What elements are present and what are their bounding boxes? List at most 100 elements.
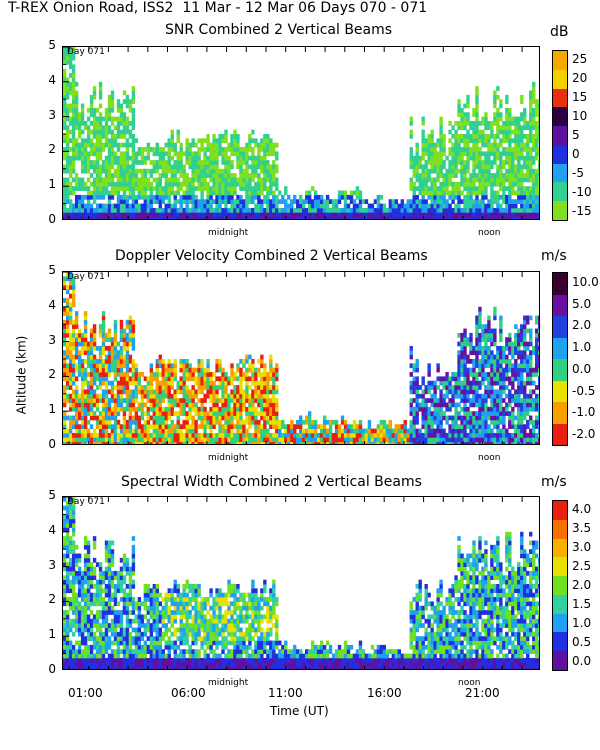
heatmap-cell bbox=[520, 398, 524, 403]
heatmap-cell bbox=[430, 398, 434, 403]
heatmap-cell bbox=[116, 116, 121, 122]
heatmap-cell bbox=[68, 168, 73, 174]
heatmap-cell bbox=[191, 151, 195, 157]
heatmap-cell bbox=[412, 380, 416, 386]
heatmap-cell bbox=[143, 155, 148, 161]
heatmap-cell bbox=[101, 372, 106, 377]
heatmap-cell bbox=[517, 160, 521, 165]
heatmap-cell bbox=[484, 151, 488, 157]
heatmap-cell bbox=[107, 380, 112, 386]
heatmap-cell bbox=[484, 120, 488, 126]
heatmap-cell bbox=[80, 337, 85, 342]
heatmap-cell bbox=[242, 173, 246, 178]
heatmap-cell bbox=[110, 398, 115, 403]
heatmap-cell bbox=[200, 203, 204, 209]
heatmap-cell bbox=[203, 155, 207, 161]
heatmap-cell bbox=[502, 120, 506, 126]
heatmap-cell bbox=[278, 207, 282, 213]
heatmap-cell bbox=[65, 363, 70, 369]
heatmap-cell bbox=[218, 432, 222, 438]
heatmap-cell bbox=[68, 337, 73, 342]
heatmap-cell bbox=[313, 194, 318, 200]
heatmap-cell bbox=[263, 380, 267, 386]
heatmap-cell bbox=[161, 372, 165, 377]
heatmap-cell bbox=[460, 216, 464, 219]
heatmap-cell bbox=[137, 194, 142, 200]
heatmap-cell bbox=[293, 432, 297, 438]
heatmap-cell bbox=[254, 160, 258, 165]
heatmap-cell bbox=[529, 107, 533, 113]
heatmap-cell bbox=[137, 181, 142, 187]
heatmap-cell bbox=[373, 441, 378, 444]
heatmap-cell bbox=[71, 147, 76, 152]
heatmap-cell bbox=[131, 142, 136, 148]
heatmap-cell bbox=[406, 212, 410, 218]
heatmap-cell bbox=[334, 432, 339, 438]
heatmap-cell bbox=[224, 411, 228, 416]
heatmap-cell bbox=[185, 363, 189, 369]
heatmap-cell bbox=[454, 402, 458, 408]
heatmap-cell bbox=[412, 376, 416, 382]
heatmap-cell bbox=[86, 116, 91, 122]
heatmap-cell bbox=[248, 363, 252, 369]
heatmap-cell bbox=[493, 134, 497, 139]
heatmap-cell bbox=[71, 73, 76, 78]
heatmap-cell bbox=[409, 116, 413, 122]
heatmap-cell bbox=[272, 441, 276, 444]
heatmap-cell bbox=[101, 428, 106, 434]
heatmap-cell bbox=[89, 94, 94, 100]
heatmap-cell bbox=[418, 207, 422, 213]
heatmap-cell bbox=[125, 385, 130, 390]
heatmap-cell bbox=[83, 345, 88, 351]
heatmap-cell bbox=[463, 142, 467, 148]
heatmap-cell bbox=[361, 432, 366, 438]
heatmap-cell bbox=[119, 151, 124, 157]
heatmap-cell bbox=[209, 432, 213, 438]
heatmap-cell bbox=[179, 402, 183, 408]
heatmap-cell bbox=[65, 306, 70, 312]
heatmap-cell bbox=[478, 441, 482, 444]
heatmap-cell bbox=[460, 120, 464, 126]
heatmap-cell bbox=[86, 190, 91, 196]
heatmap-cell bbox=[200, 372, 204, 377]
heatmap-cell bbox=[484, 203, 488, 209]
heatmap-cell bbox=[107, 112, 112, 117]
heatmap-cell bbox=[128, 415, 133, 421]
heatmap-cell bbox=[200, 406, 204, 412]
heatmap-cell bbox=[188, 207, 192, 213]
heatmap-cell bbox=[68, 129, 73, 135]
heatmap-cell bbox=[107, 94, 112, 100]
heatmap-cell bbox=[71, 86, 76, 91]
heatmap-cell bbox=[304, 199, 309, 204]
heatmap-cell bbox=[260, 441, 264, 444]
heatmap-cell bbox=[176, 160, 180, 165]
heatmap-cell bbox=[83, 155, 88, 161]
heatmap-cell bbox=[65, 341, 70, 347]
heatmap-cell bbox=[233, 177, 237, 183]
heatmap-cell bbox=[448, 441, 452, 444]
heatmap-cell bbox=[415, 380, 419, 386]
heatmap-cell bbox=[427, 419, 431, 425]
heatmap-cell bbox=[122, 199, 127, 204]
heatmap-cell bbox=[236, 363, 240, 369]
heatmap-cell bbox=[325, 428, 330, 434]
heatmap-cell bbox=[248, 419, 252, 425]
heatmap-cell bbox=[415, 168, 419, 174]
heatmap-cell bbox=[418, 406, 422, 412]
heatmap-cell bbox=[63, 372, 67, 377]
heatmap-cell bbox=[173, 402, 177, 408]
heatmap-cell bbox=[370, 207, 375, 213]
heatmap-cell bbox=[191, 160, 195, 165]
heatmap-cell bbox=[68, 47, 73, 52]
heatmap-cell bbox=[496, 428, 500, 434]
heatmap-cell bbox=[89, 212, 94, 218]
heatmap-cell bbox=[496, 372, 500, 377]
heatmap-cell bbox=[236, 419, 240, 425]
heatmap-cell bbox=[152, 199, 157, 204]
heatmap-cell bbox=[248, 177, 252, 183]
heatmap-cell bbox=[460, 372, 464, 377]
heatmap-cell bbox=[119, 328, 124, 334]
heatmap-cell bbox=[343, 437, 348, 443]
heatmap-cell bbox=[469, 194, 473, 200]
heatmap-cell bbox=[176, 437, 180, 443]
